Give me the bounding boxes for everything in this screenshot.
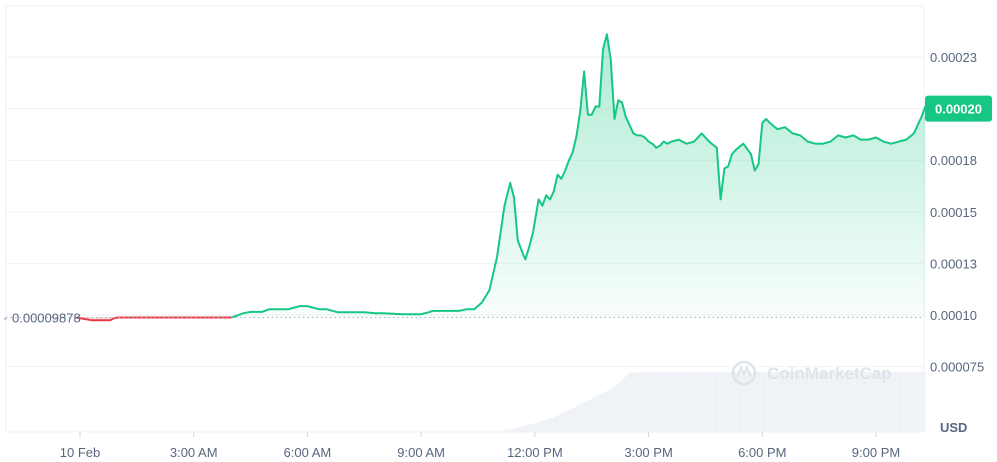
x-tick-label: 9:00 PM [852,445,900,460]
y-tick-label: 0.00013 [930,256,977,271]
price-line-down [76,316,232,322]
coinmarketcap-logo-icon [731,360,757,386]
y-tick-label: 0.00023 [930,50,977,65]
current-price-badge [925,95,992,122]
current-price-label: 0.00020 [935,102,982,117]
volume-area [80,372,926,432]
x-tick-label: 6:00 AM [284,445,332,460]
currency-label: USD [940,420,967,435]
x-tick-label: 3:00 AM [170,445,218,460]
x-axis: 10 Feb 3:00 AM 6:00 AM 9:00 AM 12:00 PM 3:00 … [60,432,900,460]
open-price-label: 0.00009878 [12,311,81,326]
y-tick-label: 0.00018 [930,153,977,168]
watermark-text: CoinMarketCap [767,364,892,383]
x-tick-label: 3:00 PM [624,445,672,460]
y-tick-label: 0.000075 [930,360,984,375]
price-area-up [231,34,926,318]
price-line [76,33,927,322]
coinmarketcap-logo-mark [735,365,753,378]
x-tick-label: 9:00 AM [397,445,445,460]
price-line-up [231,33,927,319]
y-tick-label: 0.00015 [930,205,977,220]
open-price-marker: · [3,311,7,326]
x-tick-label: 12:00 PM [507,445,563,460]
price-area [76,34,926,321]
y-tick-label: 0.00010 [930,308,977,323]
x-tick-label: 6:00 PM [738,445,786,460]
y-axis: 0.000075 0.00010 0.00013 0.00015 0.00018 0.00… [925,50,992,375]
x-tick-label: 10 Feb [60,445,100,460]
volume-bars [80,372,926,432]
open-price-reference: · 0.00009878 [3,311,924,326]
watermark: CoinMarketCap [731,360,892,386]
